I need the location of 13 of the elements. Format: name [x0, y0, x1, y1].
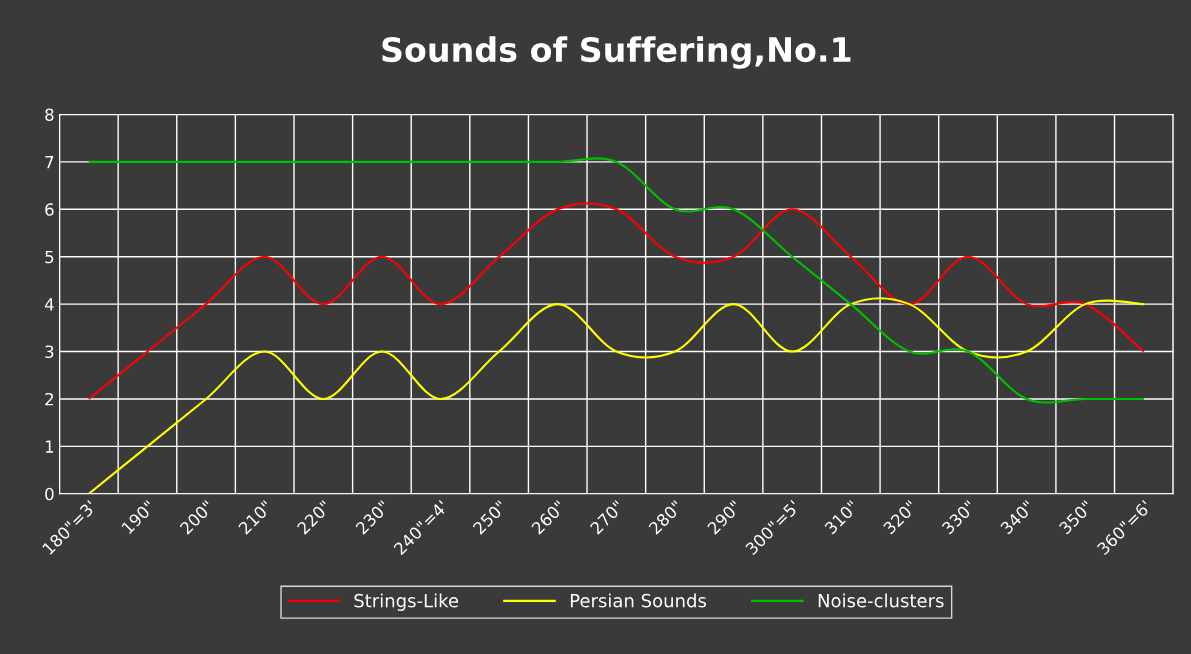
y-tick-label: 4 [44, 298, 54, 311]
y-tick-label: 1 [45, 440, 54, 453]
y-tick-label: 6 [45, 203, 54, 216]
legend-label: Strings-Like [354, 593, 459, 611]
y-tick-label: 3 [45, 345, 54, 359]
y-tick-label: 5 [45, 250, 54, 264]
y-tick-label: 2 [45, 392, 54, 406]
legend-label: Noise-clusters [818, 593, 944, 608]
legend-label: Persian Sounds [570, 593, 706, 608]
y-tick-label: 8 [45, 108, 54, 122]
y-tick-label: 7 [45, 156, 54, 169]
y-tick-label: 0 [45, 487, 54, 501]
chart-title: Sounds of Suffering,No.1 [382, 36, 851, 69]
